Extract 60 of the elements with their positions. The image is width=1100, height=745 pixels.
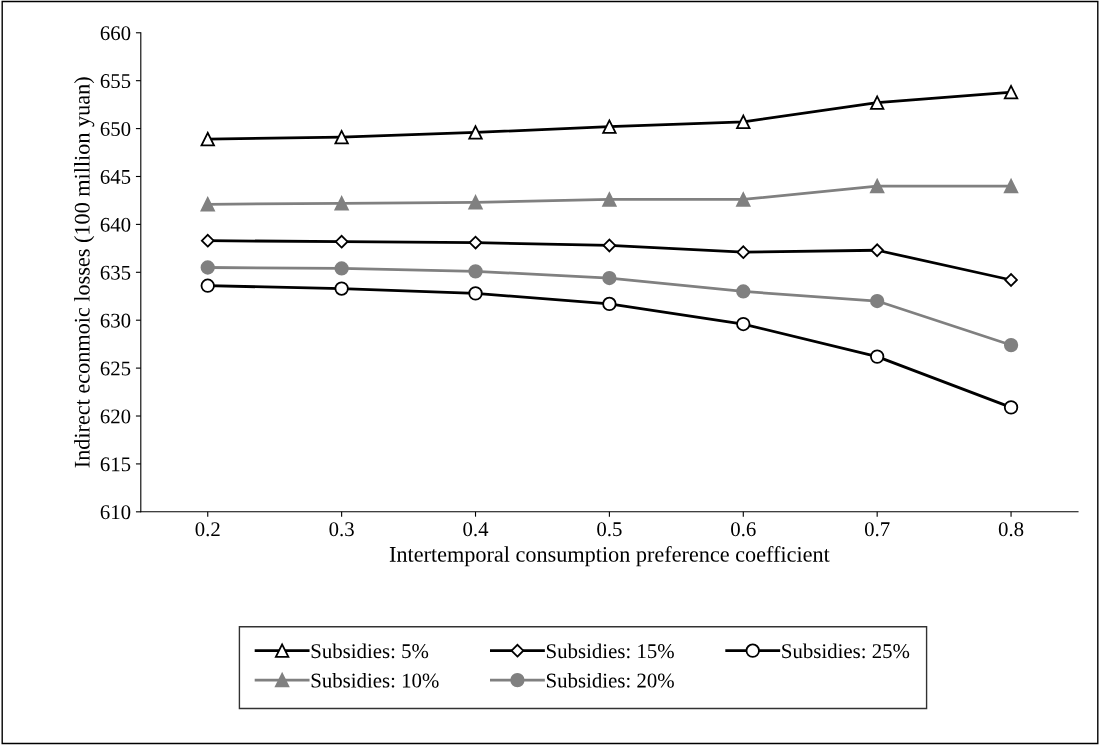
y-tick-label: 610 xyxy=(100,505,131,520)
point xyxy=(602,238,617,253)
point xyxy=(334,196,349,211)
point xyxy=(1004,273,1018,287)
point xyxy=(200,233,215,248)
legend-label: Subsidies: 25% xyxy=(782,643,910,659)
x-axis-title: Intertemporal consumption preference coefficient xyxy=(389,545,830,567)
point xyxy=(334,234,349,249)
point xyxy=(870,178,885,194)
point xyxy=(1003,400,1019,415)
point xyxy=(468,235,483,250)
point xyxy=(468,125,483,140)
y-tick-label: 615 xyxy=(100,457,131,472)
y-tick-label: 660 xyxy=(100,26,131,41)
x-tick-label: 0.5 xyxy=(597,522,622,537)
legend-label: Subsidies: 5% xyxy=(311,643,429,659)
y-tick-label: 630 xyxy=(100,313,131,328)
x-tick-label: 0.8 xyxy=(998,522,1024,537)
point xyxy=(1003,85,1019,100)
point xyxy=(602,296,617,312)
x-tick-label: 0.6 xyxy=(731,522,756,537)
point xyxy=(736,192,751,207)
point xyxy=(602,119,617,134)
y-tick-label: 635 xyxy=(100,265,131,280)
point xyxy=(200,131,215,147)
x-tick-label: 0.3 xyxy=(329,522,354,537)
legend-label: Subsidies: 15% xyxy=(546,643,674,659)
point xyxy=(1003,178,1019,194)
point xyxy=(870,349,885,364)
point xyxy=(870,293,885,309)
point xyxy=(200,197,215,212)
y-tick-label: 625 xyxy=(100,361,131,376)
point xyxy=(468,286,483,301)
legend-label: Subsidies: 10% xyxy=(311,672,439,688)
y-tick-label: 640 xyxy=(100,217,131,232)
x-tick-label: 0.4 xyxy=(463,522,489,537)
y-tick-label: 650 xyxy=(100,121,131,137)
point xyxy=(200,278,215,293)
x-tick-label: 0.7 xyxy=(864,522,890,537)
point xyxy=(870,95,885,110)
point xyxy=(468,195,483,210)
y-tick-label: 655 xyxy=(100,74,131,89)
y-tick-label: 620 xyxy=(100,409,131,424)
point xyxy=(468,264,483,279)
y-axis-title: Indirect econmoic losses (100 million yuan) xyxy=(74,77,95,468)
point xyxy=(200,260,215,275)
point xyxy=(334,281,349,296)
point xyxy=(736,316,751,332)
point xyxy=(334,130,349,145)
y-tick-label: 645 xyxy=(100,169,131,184)
point xyxy=(870,243,884,258)
x-tick-label: 0.2 xyxy=(195,522,220,537)
point xyxy=(334,261,349,276)
point xyxy=(1003,337,1019,353)
point xyxy=(602,270,617,286)
point xyxy=(602,192,617,207)
point xyxy=(736,114,751,130)
point xyxy=(736,245,751,259)
legend-label: Subsidies: 20% xyxy=(546,672,674,688)
point xyxy=(736,284,751,299)
